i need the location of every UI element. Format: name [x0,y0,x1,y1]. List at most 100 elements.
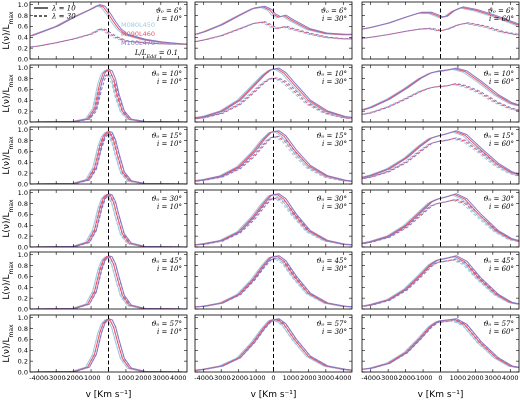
x-tick-label: 3000 [153,374,170,382]
y-tick-label: 0.6 [18,211,28,219]
y-tick-label: 0.8 [18,137,28,145]
x-tick-label: 0 [106,374,110,382]
x-tick-label: 3000 [318,374,335,382]
series-M100L470-solid [31,255,187,309]
x-tick-label: 1000 [118,374,135,382]
inclination-annotation: i = 30° [322,140,347,148]
series-M100L470-solid [31,68,187,122]
x-tick-label: -3000 [379,374,398,382]
inclination-annotation: i = 10° [157,15,182,23]
series-M100L470-solid [31,4,187,45]
x-tick-label: -4000 [29,374,48,382]
series-M080L450-solid [30,132,186,184]
series-M090L460-solid [30,131,187,184]
y-tick-label: 0.0 [18,368,28,376]
x-tick-label: -2000 [229,374,248,382]
legend-note-sub: Edd [145,54,156,60]
theta0-annotation: ϑ₀ = 57° [316,320,347,328]
legend-model-M080L450: M080L450 [121,21,155,29]
x-tick-label: -3000 [212,374,231,382]
y-tick-label: 0.8 [18,262,28,270]
y-tick-label: 0.2 [18,232,28,240]
theta0-annotation: ϑ₀ = 6° [321,7,347,15]
y-axis-label-sub: max [8,199,15,213]
legend-model-M100L470: M100L470 [121,39,155,47]
y-tick-label: 0.4 [18,284,28,292]
series-M080L450-dashed [362,83,518,115]
inclination-annotation: i = 60° [489,328,514,336]
series-M080L450-solid [195,7,351,36]
series-M100L470-solid [363,318,519,370]
y-tick-label: 0.4 [18,222,28,230]
panel-r5-c1: 0.0 0.2 0.4 0.6 0.8 1.0 ϑ₀ = 45°i = 10° [18,251,188,313]
y-tick-label: 1.0 [18,126,28,134]
inclination-annotation: i = 10° [157,265,182,273]
x-tick-label: -1000 [82,374,101,382]
x-axis-label: v [Km s⁻¹] [86,390,132,400]
x-tick-label: -1000 [247,374,266,382]
series-M090L460-solid [30,4,187,45]
y-axis-label-sub: max [8,74,15,88]
panel-r6-c2: -4000-3000-2000-1000 0 1000 2000 3000 4000 ϑ₀ … [194,314,353,382]
series-M090L460-solid [30,318,187,372]
x-tick-label: 4000 [502,374,519,382]
series-M100L470-solid [196,255,352,308]
panel-r5-c3: ϑ₀ = 45°i = 60° [361,251,520,310]
y-tick-label: 0.4 [18,34,28,42]
panel-curves [362,318,519,370]
panel-grid: 0.00.20.40.60.81.0ϑ₀ = 6°i = 10° ϑ₀ = 6° i… [18,1,520,382]
inclination-annotation: i = 10° [157,203,182,211]
series-M080L450-solid [30,5,186,46]
panel-curves [195,67,352,120]
y-tick-label: 1.0 [18,251,28,259]
y-tick-label: 0.0 [18,118,28,126]
x-axis-label: v [Km s⁻¹] [251,390,297,400]
panel-curves [362,67,519,115]
panel-r3-c2: ϑ₀ = 15°i = 30° [194,126,353,185]
series-M100L470-solid [363,6,519,30]
series-M090L460-dashed [362,22,519,39]
legend-note-value: = 0.1 [157,49,178,57]
panel-r4-c1: 0.0 0.2 0.4 0.6 0.8 1.0 ϑ₀ = 30°i = 10° [18,189,188,251]
y-axis-label: L(ν)/Lmax [2,324,15,363]
legend-note: L/LEdd = 0.1 [134,49,178,60]
series-M100L470-solid [363,255,519,307]
y-axis-label-main: L(ν)/L [2,337,12,362]
y-tick-label: 0.4 [18,159,28,167]
y-axis-label-main: L(ν)/L [2,149,12,174]
theta0-annotation: ϑ₀ = 45° [483,257,514,265]
theta0-annotation: ϑ₀ = 57° [151,320,182,328]
y-tick-label: 0.4 [18,97,28,105]
series-M100L470-dashed [363,258,519,307]
series-M090L460-dashed [195,21,352,43]
series-M100L470-solid [31,193,187,247]
legend-label-solid: λ = 10 [51,5,76,13]
y-tick-label: 0.0 [18,180,28,188]
y-axis-label: L(ν)/Lmax [2,11,15,50]
panel-r2-c3: ϑ₀ = 10°i = 60° [361,64,520,123]
theta0-annotation: ϑ₀ = 10° [483,70,514,78]
y-axis-label-main: L(ν)/L [2,274,12,299]
axis-labels: L(ν)/LmaxL(ν)/LmaxL(ν)/LmaxL(ν)/LmaxL(ν)… [2,11,463,400]
series-M090L460-solid [30,193,187,247]
y-tick-label: 0.0 [18,305,28,313]
series-M080L450-dashed [362,23,518,39]
y-axis-label: L(ν)/Lmax [2,136,15,175]
panel-r1-c1: 0.0 0.2 0.4 0.6 0.8 1.0 ϑ₀ = 6°i = 10° [18,1,188,63]
inclination-annotation: i = 60° [489,203,514,211]
series-M100L470-solid [196,5,352,35]
panel-r5-c2: ϑ₀ = 45°i = 30° [194,251,353,310]
panel-r3-c3: ϑ₀ = 15°i = 60° [361,126,520,185]
series-M100L470-solid [363,130,519,178]
y-axis-label-sub: max [8,11,15,25]
panel-curves [362,130,519,180]
inclination-annotation: i = 10° [157,78,182,86]
y-tick-label: 0.2 [18,294,28,302]
x-tick-label: 1000 [450,374,467,382]
inclination-annotation: i = 10° [157,328,182,336]
theta0-annotation: ϑ₀ = 30° [316,195,347,203]
y-tick-label: 0.6 [18,273,28,281]
x-tick-label: 1000 [283,374,300,382]
